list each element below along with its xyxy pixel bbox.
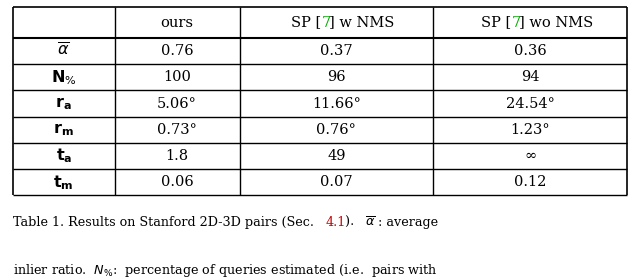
Text: 49: 49 [327,149,346,163]
Text: inlier ratio.  $N_{\%}$:  percentage of queries estimated (i.e.  pairs with: inlier ratio. $N_{\%}$: percentage of qu… [13,262,437,279]
Text: ] wo NMS: ] wo NMS [519,16,593,30]
Text: ] w NMS: ] w NMS [329,16,394,30]
Text: 100: 100 [163,70,191,84]
Text: $\mathbf{t_{m}}$: $\mathbf{t_{m}}$ [54,173,74,192]
Text: 1.8: 1.8 [166,149,189,163]
Text: 0.36: 0.36 [514,44,547,58]
Text: 24.54°: 24.54° [506,97,555,110]
Text: ours: ours [161,16,193,30]
Text: $\mathbf{N}_{\%}$: $\mathbf{N}_{\%}$ [51,68,77,87]
Text: 96: 96 [327,70,346,84]
Text: $\mathbf{r_{m}}$: $\mathbf{r_{m}}$ [53,121,74,138]
Text: 0.76°: 0.76° [317,123,356,137]
Text: 1.23°: 1.23° [511,123,550,137]
Text: ∞: ∞ [524,149,536,163]
Text: $\overline{\alpha}$: $\overline{\alpha}$ [58,43,70,60]
Text: 5.06°: 5.06° [157,97,197,110]
Text: $\mathbf{t_{a}}$: $\mathbf{t_{a}}$ [56,147,72,165]
Text: ).: ). [345,216,358,229]
Text: $\overline{\alpha}$: $\overline{\alpha}$ [365,216,376,230]
Text: 0.37: 0.37 [320,44,353,58]
Text: $\mathbf{r_{a}}$: $\mathbf{r_{a}}$ [56,95,72,112]
Text: 0.06: 0.06 [161,175,193,189]
Text: 0.07: 0.07 [320,175,353,189]
Text: 0.76: 0.76 [161,44,193,58]
Bar [13,7,627,195]
Text: 0.73°: 0.73° [157,123,197,137]
Text: 0.12: 0.12 [514,175,547,189]
Text: Table 1. Results on Stanford 2D-3D pairs (Sec.: Table 1. Results on Stanford 2D-3D pairs… [13,216,316,229]
Text: 11.66°: 11.66° [312,97,361,110]
Text: 94: 94 [521,70,540,84]
Text: 7: 7 [511,16,520,30]
Text: : average: : average [378,216,438,229]
Text: 7: 7 [321,16,330,30]
Text: SP [: SP [ [291,16,321,30]
Text: 4.1: 4.1 [325,216,346,229]
Text: SP [: SP [ [481,16,511,30]
